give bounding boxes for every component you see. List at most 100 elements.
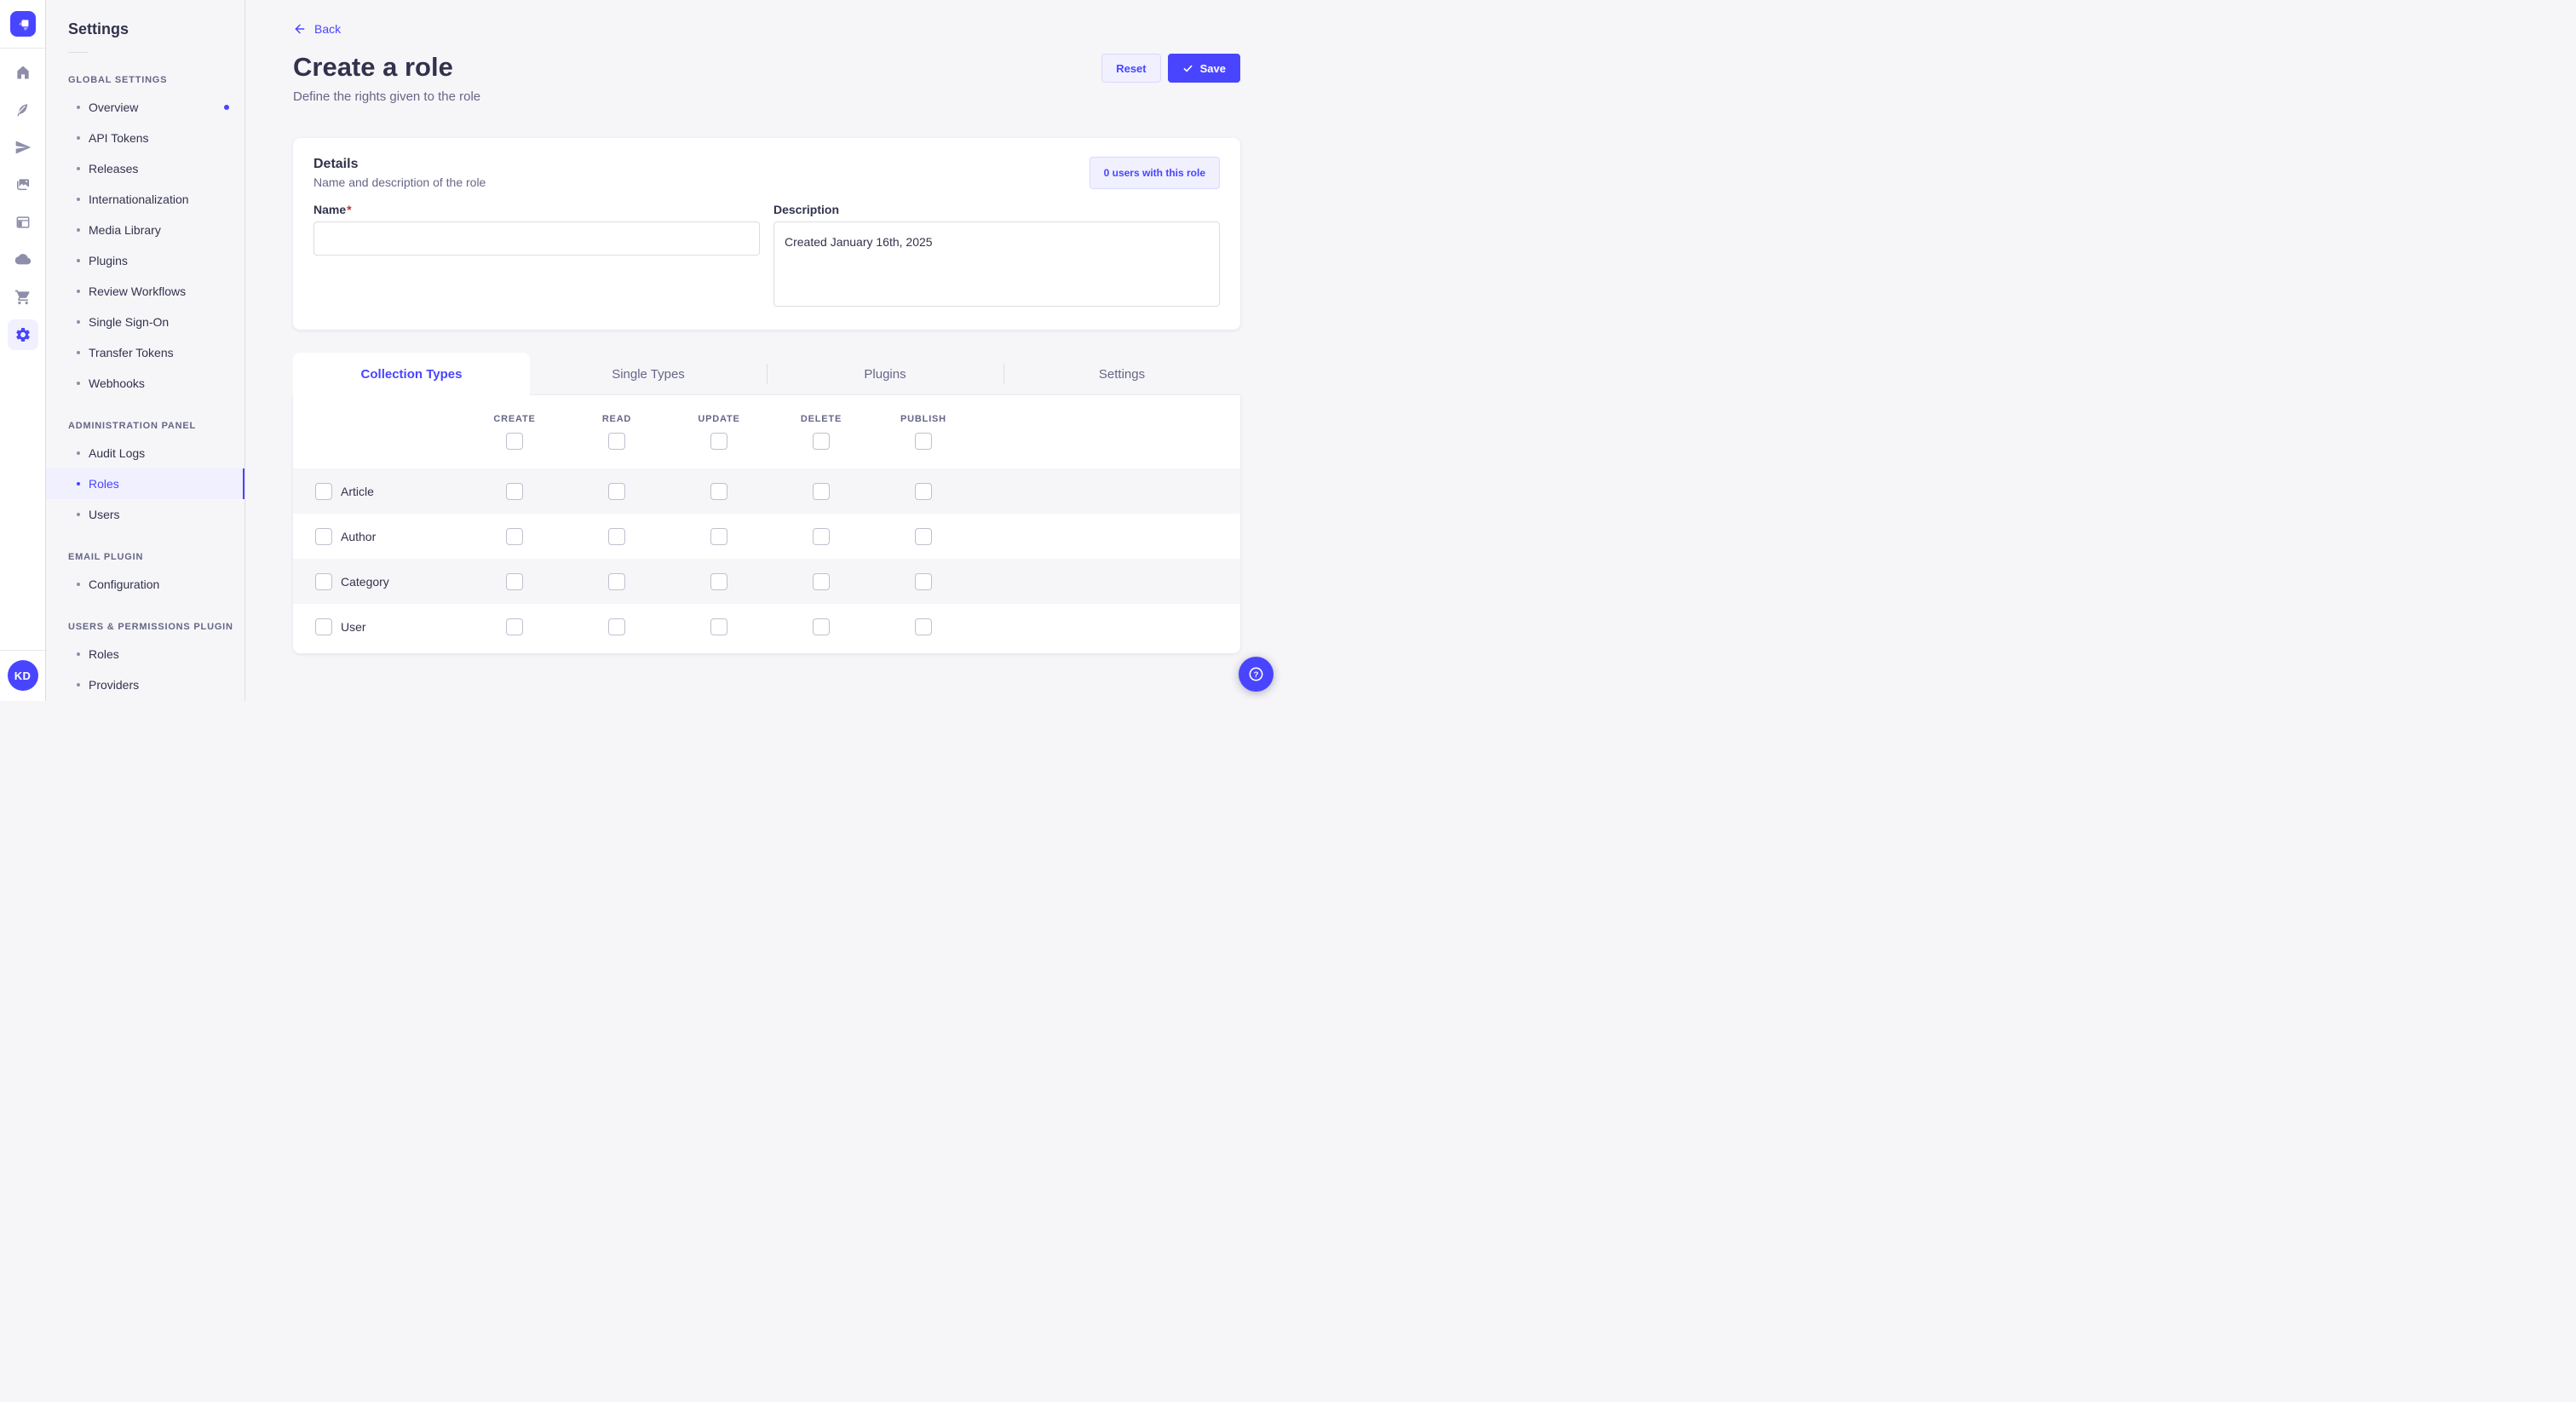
permission-checkbox[interactable] — [608, 572, 625, 590]
select-all-read-checkbox[interactable] — [608, 433, 625, 450]
permission-checkbox[interactable] — [915, 618, 932, 635]
permissions-panel: CREATE READ UPDATE DELETE PUBLISH Articl… — [293, 395, 1240, 653]
section-administration-panel: ADMINISTRATION PANEL Audit Logs Roles Us… — [46, 421, 244, 530]
app-screen: KD Settings GLOBAL SETTINGS Overview API… — [0, 0, 1288, 701]
details-subtitle: Name and description of the role — [313, 175, 486, 189]
row-select-checkbox[interactable] — [315, 527, 332, 545]
row-select-checkbox[interactable] — [315, 618, 332, 635]
logo-block — [0, 0, 45, 49]
sidebar-item-api-tokens[interactable]: API Tokens — [46, 123, 244, 153]
bullet-icon — [77, 482, 80, 486]
avatar[interactable]: KD — [7, 660, 38, 691]
row-label: User — [341, 619, 366, 634]
permission-checkbox[interactable] — [915, 572, 932, 590]
permission-checkbox[interactable] — [813, 527, 830, 545]
sidebar-item-users[interactable]: Users — [46, 499, 244, 530]
section-label: ADMINISTRATION PANEL — [68, 421, 197, 431]
permission-checkbox[interactable] — [608, 618, 625, 635]
name-input[interactable] — [313, 221, 760, 256]
bullet-icon — [77, 228, 80, 232]
tab-collection-types[interactable]: Collection Types — [293, 353, 530, 395]
name-label: Name* — [313, 203, 352, 216]
save-button[interactable]: Save — [1167, 54, 1240, 83]
sidebar-item-review-workflows[interactable]: Review Workflows — [46, 276, 244, 307]
strapi-logo-icon[interactable] — [9, 11, 36, 37]
permission-checkbox[interactable] — [813, 572, 830, 590]
column-header-create: CREATE — [493, 414, 536, 424]
content-manager-icon[interactable] — [8, 207, 38, 238]
permission-checkbox[interactable] — [506, 572, 523, 590]
help-button[interactable]: ? — [1239, 657, 1274, 692]
tab-plugins[interactable]: Plugins — [767, 353, 1003, 395]
table-row-author: Author — [293, 514, 1240, 559]
table-row-category: Category — [293, 559, 1240, 604]
permission-checkbox[interactable] — [915, 482, 932, 500]
permissions-card: Collection Types Single Types Plugins Se… — [293, 353, 1240, 653]
details-title: Details — [313, 157, 359, 171]
sidebar-item-releases[interactable]: Releases — [46, 153, 244, 184]
permission-checkbox[interactable] — [813, 482, 830, 500]
back-link[interactable]: Back — [293, 22, 341, 36]
row-select-checkbox[interactable] — [315, 482, 332, 500]
description-textarea[interactable]: Created January 16th, 2025 — [773, 221, 1220, 307]
bullet-icon — [77, 136, 80, 140]
bullet-icon — [77, 167, 80, 170]
section-users-permissions-plugin: USERS & PERMISSIONS PLUGIN Roles Provide… — [46, 622, 244, 700]
cart-icon[interactable] — [8, 282, 38, 313]
column-header-publish: PUBLISH — [900, 414, 946, 424]
sidebar-item-audit-logs[interactable]: Audit Logs — [46, 438, 244, 468]
feather-icon[interactable] — [8, 95, 38, 125]
tab-single-types[interactable]: Single Types — [612, 366, 685, 382]
table-row-article: Article — [293, 468, 1240, 514]
reset-button[interactable]: Reset — [1101, 54, 1161, 83]
sidebar-item-transfer-tokens[interactable]: Transfer Tokens — [46, 337, 244, 368]
page-subtitle: Define the rights given to the role — [293, 89, 481, 104]
details-card-head: Details Name and description of the role… — [313, 157, 1220, 189]
permission-checkbox[interactable] — [915, 527, 932, 545]
name-field-group: Name* — [313, 203, 760, 311]
permission-checkbox[interactable] — [608, 482, 625, 500]
permission-checkbox[interactable] — [506, 482, 523, 500]
media-library-icon[interactable] — [8, 170, 38, 200]
rail-icon-list — [7, 57, 38, 350]
sidebar-item-media-library[interactable]: Media Library — [46, 215, 244, 245]
permissions-tabs: Collection Types Single Types Plugins Se… — [293, 353, 1240, 395]
sidebar-item-internationalization[interactable]: Internationalization — [46, 184, 244, 215]
sidebar-item-roles[interactable]: Roles — [46, 468, 244, 499]
select-all-update-checkbox[interactable] — [710, 433, 727, 450]
bullet-icon — [77, 382, 80, 385]
select-all-delete-checkbox[interactable] — [813, 433, 830, 450]
permission-checkbox[interactable] — [710, 618, 727, 635]
select-all-create-checkbox[interactable] — [506, 433, 523, 450]
select-all-row — [293, 424, 1240, 468]
permission-checkbox[interactable] — [710, 572, 727, 590]
select-all-publish-checkbox[interactable] — [915, 433, 932, 450]
permission-checkbox[interactable] — [710, 527, 727, 545]
permission-checkbox[interactable] — [710, 482, 727, 500]
home-icon[interactable] — [8, 57, 38, 88]
permission-checkbox[interactable] — [506, 527, 523, 545]
sidebar-item-overview[interactable]: Overview — [46, 92, 244, 123]
section-global-settings: GLOBAL SETTINGS Overview API Tokens Rele… — [46, 75, 244, 399]
sidebar-item-configuration[interactable]: Configuration — [46, 569, 244, 600]
sidebar-item-single-sign-on[interactable]: Single Sign-On — [46, 307, 244, 337]
sidebar-item-providers[interactable]: Providers — [46, 669, 244, 700]
permission-checkbox[interactable] — [813, 618, 830, 635]
sidebar-item-plugins[interactable]: Plugins — [46, 245, 244, 276]
bullet-icon — [77, 583, 80, 586]
row-select-checkbox[interactable] — [315, 572, 332, 590]
row-label: Author — [341, 529, 377, 543]
subnav-title: Settings — [68, 20, 129, 37]
settings-subnav: Settings GLOBAL SETTINGS Overview API To… — [46, 0, 245, 701]
send-icon[interactable] — [8, 132, 38, 163]
cloud-icon[interactable] — [8, 244, 38, 275]
sidebar-item-webhooks[interactable]: Webhooks — [46, 368, 244, 399]
arrow-left-icon — [293, 22, 307, 36]
tab-settings[interactable]: Settings — [1003, 353, 1240, 395]
sidebar-item-up-roles[interactable]: Roles — [46, 639, 244, 669]
permission-checkbox[interactable] — [608, 527, 625, 545]
settings-gear-icon[interactable] — [7, 319, 38, 350]
bullet-icon — [77, 652, 80, 656]
permission-checkbox[interactable] — [506, 618, 523, 635]
bullet-icon — [77, 683, 80, 687]
